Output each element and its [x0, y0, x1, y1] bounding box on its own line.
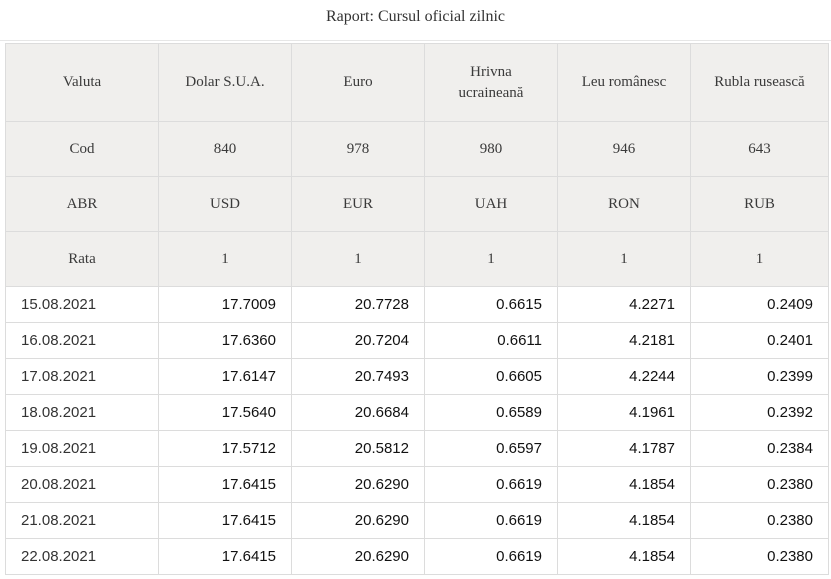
header-label-valuta: Valuta	[5, 43, 159, 122]
rate-eur: 20.7728	[291, 286, 425, 323]
table-row: 20.08.2021 17.6415 20.6290 0.6619 4.1854…	[5, 466, 829, 503]
rate-eur: 20.6290	[291, 502, 425, 539]
report-title: Raport: Cursul oficial zilnic	[325, 8, 506, 25]
rate-uah: 0.6605	[424, 358, 558, 395]
rate-eur: 20.5812	[291, 430, 425, 467]
table-row: 15.08.2021 17.7009 20.7728 0.6615 4.2271…	[5, 286, 829, 323]
rate-ron: 4.1854	[557, 538, 691, 575]
currency-name-rub: Rubla rusească	[690, 43, 829, 122]
rate-usd: 17.7009	[158, 286, 292, 323]
abbr-uah: UAH	[424, 176, 558, 232]
rate-unit-rub: 1	[690, 231, 829, 287]
rate-ron: 4.2244	[557, 358, 691, 395]
rate-rub: 0.2401	[690, 322, 829, 359]
rate-ron: 4.2271	[557, 286, 691, 323]
rate-rub: 0.2380	[690, 502, 829, 539]
rate-unit-usd: 1	[158, 231, 292, 287]
rate-ron: 4.1787	[557, 430, 691, 467]
header-row-currency: Valuta Dolar S.U.A. Euro Hrivna ucrainea…	[5, 43, 829, 122]
abbr-usd: USD	[158, 176, 292, 232]
currency-name-uah: Hrivna ucraineană	[424, 43, 558, 122]
rate-uah: 0.6589	[424, 394, 558, 431]
code-ron: 946	[557, 121, 691, 177]
header-row-rate: Rata 1 1 1 1 1	[5, 231, 829, 287]
row-date: 18.08.2021	[5, 394, 159, 431]
rate-unit-eur: 1	[291, 231, 425, 287]
currency-name-ron: Leu românesc	[557, 43, 691, 122]
rate-rub: 0.2384	[690, 430, 829, 467]
rate-uah: 0.6611	[424, 322, 558, 359]
table-row: 22.08.2021 17.6415 20.6290 0.6619 4.1854…	[5, 538, 829, 575]
rate-rub: 0.2399	[690, 358, 829, 395]
rate-rub: 0.2409	[690, 286, 829, 323]
rate-ron: 4.1961	[557, 394, 691, 431]
row-date: 20.08.2021	[5, 466, 159, 503]
code-rub: 643	[690, 121, 829, 177]
rate-usd: 17.6415	[158, 466, 292, 503]
rate-rub: 0.2380	[690, 466, 829, 503]
rate-usd: 17.5712	[158, 430, 292, 467]
table-row: 21.08.2021 17.6415 20.6290 0.6619 4.1854…	[5, 502, 829, 539]
rate-eur: 20.6290	[291, 466, 425, 503]
rate-eur: 20.6684	[291, 394, 425, 431]
title-divider	[0, 40, 831, 41]
rate-ron: 4.1854	[557, 466, 691, 503]
rate-eur: 20.6290	[291, 538, 425, 575]
rate-usd: 17.6415	[158, 538, 292, 575]
rate-eur: 20.7204	[291, 322, 425, 359]
rate-ron: 4.2181	[557, 322, 691, 359]
rate-eur: 20.7493	[291, 358, 425, 395]
row-date: 16.08.2021	[5, 322, 159, 359]
currency-name-usd: Dolar S.U.A.	[158, 43, 292, 122]
code-uah: 980	[424, 121, 558, 177]
table-row: 17.08.2021 17.6147 20.7493 0.6605 4.2244…	[5, 358, 829, 395]
row-date: 15.08.2021	[5, 286, 159, 323]
header-label-abr: ABR	[5, 176, 159, 232]
rate-rub: 0.2380	[690, 538, 829, 575]
table-row: 19.08.2021 17.5712 20.5812 0.6597 4.1787…	[5, 430, 829, 467]
row-date: 21.08.2021	[5, 502, 159, 539]
rate-uah: 0.6597	[424, 430, 558, 467]
abbr-rub: RUB	[690, 176, 829, 232]
rate-uah: 0.6619	[424, 466, 558, 503]
code-eur: 978	[291, 121, 425, 177]
rate-uah: 0.6619	[424, 538, 558, 575]
rate-uah: 0.6619	[424, 502, 558, 539]
rate-usd: 17.6360	[158, 322, 292, 359]
rate-uah: 0.6615	[424, 286, 558, 323]
rate-unit-ron: 1	[557, 231, 691, 287]
rate-usd: 17.6147	[158, 358, 292, 395]
rate-rub: 0.2392	[690, 394, 829, 431]
header-label-rata: Rata	[5, 231, 159, 287]
rate-ron: 4.1854	[557, 502, 691, 539]
table-row: 16.08.2021 17.6360 20.7204 0.6611 4.2181…	[5, 322, 829, 359]
row-date: 19.08.2021	[5, 430, 159, 467]
currency-name-uah-text: Hrivna ucraineană	[458, 63, 524, 101]
header-label-cod: Cod	[5, 121, 159, 177]
header-row-code: Cod 840 978 980 946 643	[5, 121, 829, 177]
header-row-abbreviation: ABR USD EUR UAH RON RUB	[5, 176, 829, 232]
abbr-ron: RON	[557, 176, 691, 232]
row-date: 22.08.2021	[5, 538, 159, 575]
table-row: 18.08.2021 17.5640 20.6684 0.6589 4.1961…	[5, 394, 829, 431]
code-usd: 840	[158, 121, 292, 177]
rate-unit-uah: 1	[424, 231, 558, 287]
rate-usd: 17.5640	[158, 394, 292, 431]
abbr-eur: EUR	[291, 176, 425, 232]
rate-usd: 17.6415	[158, 502, 292, 539]
exchange-rates-table: Valuta Dolar S.U.A. Euro Hrivna ucrainea…	[5, 43, 829, 575]
currency-name-eur: Euro	[291, 43, 425, 122]
row-date: 17.08.2021	[5, 358, 159, 395]
